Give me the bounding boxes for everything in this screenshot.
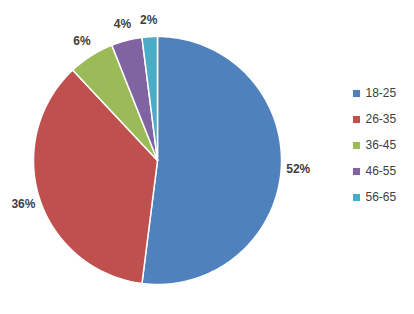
svg-text:36%: 36%	[11, 197, 35, 211]
svg-text:56-65: 56-65	[366, 190, 397, 204]
svg-text:6%: 6%	[73, 34, 91, 48]
svg-text:36-45: 36-45	[366, 138, 397, 152]
svg-text:26-35: 26-35	[366, 112, 397, 126]
svg-text:2%: 2%	[140, 13, 158, 27]
svg-text:18-25: 18-25	[366, 86, 397, 100]
svg-text:4%: 4%	[114, 17, 132, 31]
svg-text:52%: 52%	[286, 162, 310, 176]
svg-text:46-55: 46-55	[366, 164, 397, 178]
